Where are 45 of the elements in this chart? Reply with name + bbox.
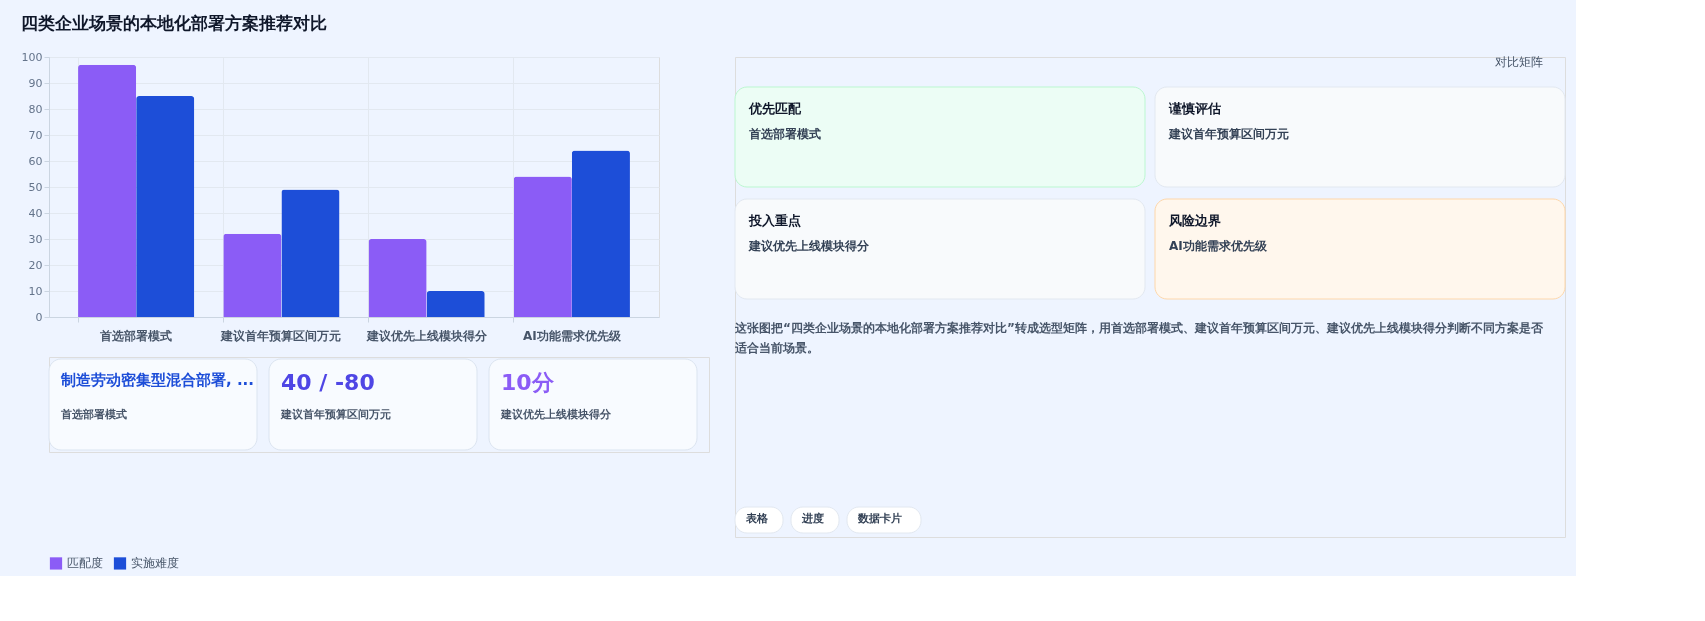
text: 进度 <box>801 512 824 525</box>
text: 首选部署模式 <box>60 408 127 421</box>
x-tick-label: 建议首年预算区间万元 <box>220 328 342 343</box>
y-tick-label: 50 <box>28 180 43 194</box>
y-tick-label: 0 <box>35 310 43 324</box>
text: 对比矩阵 <box>1495 55 1543 69</box>
bar <box>223 233 282 317</box>
text: 建议首年预算区间万元 <box>280 408 391 421</box>
text: 投入重点 <box>748 213 801 228</box>
bar <box>136 96 195 317</box>
bar <box>426 291 485 317</box>
bar <box>571 150 630 317</box>
text: 优先匹配 <box>748 101 802 116</box>
y-tick-label: 100 <box>21 50 43 64</box>
bar <box>78 64 137 317</box>
x-tick-label: 首选部署模式 <box>99 328 173 343</box>
x-tick-label: 建议优先上线模块得分 <box>365 328 488 343</box>
y-tick-label: 90 <box>28 76 43 90</box>
y-tick-label: 70 <box>28 128 43 142</box>
text: 制造劳动密集型混合部署, ... <box>60 371 255 389</box>
text: AI功能需求优先级 <box>1169 239 1268 253</box>
text: 建议首年预算区间万元 <box>1168 127 1289 141</box>
y-tick-label: 40 <box>28 206 43 220</box>
y-tick-label: 20 <box>28 258 43 272</box>
text: 风险边界 <box>1168 213 1221 228</box>
bar <box>513 176 572 317</box>
bar <box>368 239 427 317</box>
bar <box>281 189 340 317</box>
text: 建议优先上线模块得分 <box>748 239 870 253</box>
text: 10分 <box>501 370 555 395</box>
y-tick-label: 60 <box>28 154 43 168</box>
text: 数据卡片 <box>857 512 902 525</box>
text: 40 / -80 <box>281 370 375 395</box>
text: 谨慎评估 <box>1168 101 1221 116</box>
text: 建议优先上线模块得分 <box>500 408 612 421</box>
text: 首选部署模式 <box>748 127 821 141</box>
y-tick-label: 80 <box>28 102 43 116</box>
text: 表格 <box>745 512 769 525</box>
legend-label: 实施难度 <box>131 556 179 571</box>
chart-title: 四类企业场景的本地化部署方案推荐对比 <box>21 13 327 33</box>
text: 这张图把“四类企业场景的本地化部署方案推荐对比”转成选型矩阵，用首选部署模式、建议首年预算区间万元、建议优先上线模块得分判断不同方案是否适合当前场景。 <box>734 321 1544 355</box>
y-tick-label: 30 <box>28 232 43 246</box>
x-tick-label: AI功能需求优先级 <box>522 328 622 343</box>
y-tick-label: 10 <box>28 284 43 298</box>
legend-label: 匹配度 <box>67 556 103 571</box>
